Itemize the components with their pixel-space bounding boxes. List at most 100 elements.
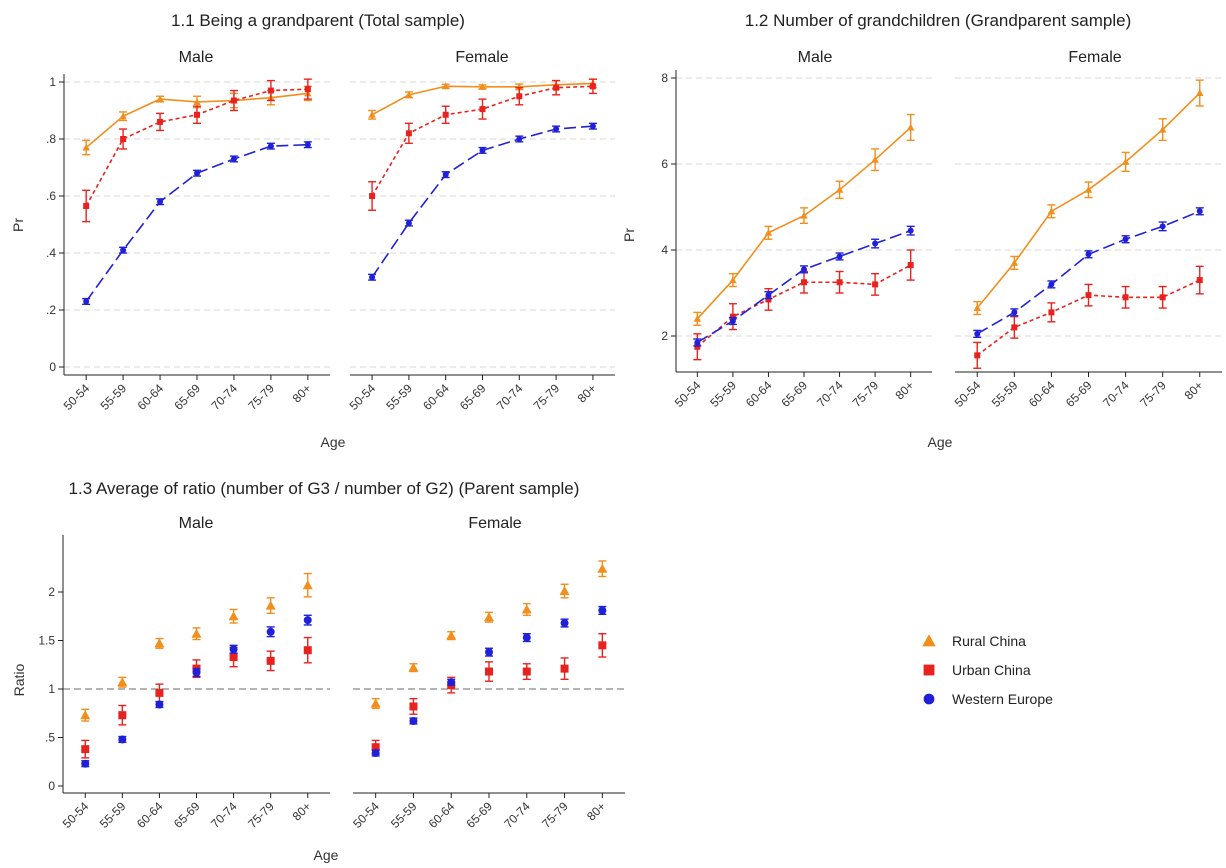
p11-point-urban [479, 106, 486, 113]
p13-point-western [192, 668, 201, 677]
p11-point-urban [405, 130, 412, 137]
p11-point-rural [368, 111, 376, 118]
p13-point-western [81, 759, 90, 768]
p12-point-rural [1196, 89, 1204, 97]
panel-1-1-x-axis-label: Age [321, 434, 346, 450]
p13-x-tick-label: 55-59 [388, 799, 420, 831]
p11-point-rural [405, 91, 413, 98]
p12-point-urban [801, 279, 807, 286]
p13-series-western [81, 614, 312, 768]
p12-point-urban [1196, 277, 1203, 284]
p11-y-tick-label: .4 [46, 246, 56, 260]
p12-point-western [1085, 251, 1092, 258]
p12-point-rural [835, 186, 844, 193]
p12-point-western [1011, 309, 1018, 316]
p11-point-urban [230, 97, 237, 104]
p11-point-urban [267, 87, 274, 94]
p11-point-western [157, 198, 164, 205]
p11-point-urban [120, 136, 127, 142]
p11-x-tick-label: 65-69 [172, 381, 204, 413]
p11-x-tick-label: 50-54 [61, 381, 93, 413]
p12-point-urban [765, 296, 772, 303]
p11-point-western [194, 170, 200, 177]
p13-point-western [229, 645, 238, 654]
p12-point-urban [836, 279, 843, 286]
p12-series-urban [693, 249, 915, 361]
p13-point-urban [118, 711, 127, 720]
panel-1-2-facet-male-title: Male [798, 49, 833, 66]
p12-point-rural [1158, 125, 1167, 133]
p12-x-tick-label: 70-74 [1100, 378, 1132, 410]
panel-1-1-facet-female-title: Female [455, 49, 508, 66]
p12-series-urban [973, 265, 1204, 369]
p11-point-western [516, 136, 523, 142]
p12-x-tick-label: 50-54 [952, 378, 984, 410]
p11-x-tick-label: 65-69 [457, 381, 489, 413]
p11-series-western [368, 122, 597, 281]
p13-point-rural [408, 662, 419, 672]
p11-point-western [120, 247, 127, 254]
p11-facet-male: 0 .2 .4 .6 .8 1 50-54 55-59 60-64 65-69 70-74 75-79… [46, 74, 330, 413]
p11-point-western [479, 147, 486, 154]
p12-point-western [1159, 223, 1166, 230]
p11-point-western [442, 171, 449, 178]
p13-point-western [560, 619, 569, 628]
p11-series-western [82, 141, 312, 305]
p11-point-rural [119, 112, 127, 120]
p13-point-western [266, 627, 275, 636]
panel-1-2-x-axis-label: Age [928, 434, 953, 450]
p11-point-western [230, 155, 237, 162]
p13-y-tick-label: .5 [45, 731, 55, 745]
p11-x-tick-label: 55-59 [98, 381, 130, 413]
p12-series-rural [973, 79, 1204, 316]
p12-x-tick-label: 60-64 [743, 378, 775, 410]
p13-point-western [485, 648, 493, 657]
p11-y-tick-label: .6 [46, 189, 56, 203]
p12-point-rural [800, 211, 808, 219]
p12-point-rural [1084, 186, 1093, 193]
p13-point-rural [154, 638, 165, 648]
p13-point-rural [228, 611, 239, 621]
p11-point-rural [82, 143, 90, 151]
p11-point-western [304, 141, 311, 148]
p13-point-rural [521, 604, 532, 614]
p12-point-western [872, 240, 879, 247]
p13-point-urban [371, 743, 380, 752]
p13-x-tick-label: 60-64 [426, 799, 458, 831]
p12-y-tick-label: 8 [661, 71, 668, 85]
p13-x-tick-label: 75-79 [245, 799, 277, 831]
p12-facet-female: 50-54 55-59 60-64 65-69 70-74 75-79 80+ [952, 77, 1222, 410]
p11-x-tick-label: 80+ [575, 381, 599, 405]
legend-marker-urban [923, 664, 935, 676]
p13-x-tick-label: 65-69 [171, 799, 203, 831]
p12-point-western [836, 253, 843, 260]
p11-x-tick-label: 70-74 [208, 381, 240, 413]
panel-1-3-title: 1.3 Average of ratio (number of G3 / num… [69, 479, 580, 498]
panel-1-3-facet-female-title: Female [468, 515, 521, 532]
p12-point-western [729, 317, 736, 324]
p13-x-tick-label: 80+ [290, 799, 314, 823]
p12-point-western [1048, 281, 1055, 288]
p11-x-tick-label: 70-74 [494, 381, 526, 413]
p13-point-urban [266, 656, 275, 665]
p11-line-western [85, 143, 308, 302]
p11-point-urban [553, 84, 560, 91]
p12-point-urban [1085, 292, 1092, 299]
p13-point-rural [370, 698, 381, 708]
p11-point-urban [304, 86, 311, 93]
p13-x-tick-label: 60-64 [134, 799, 166, 831]
panel-1-1-facet-male-title: Male [179, 49, 214, 66]
p13-point-western [303, 616, 312, 625]
p12-x-tick-label: 65-69 [779, 378, 811, 410]
p13-x-tick-label: 80+ [584, 799, 608, 823]
panel-1-2: 1.2 Number of grandchildren (Grandparent… [621, 11, 1222, 450]
p13-facet-male: 0 .5 1 1.5 2 50-54 55-59 60-64 65-69 70-74 75-79 80… [38, 535, 330, 831]
p12-y-tick-label: 4 [661, 243, 668, 257]
p13-x-tick-label: 70-74 [208, 799, 240, 831]
panel-1-3-y-axis-label: Ratio [11, 663, 27, 696]
p12-x-tick-label: 75-79 [1137, 378, 1169, 410]
p13-series-urban [81, 636, 312, 759]
